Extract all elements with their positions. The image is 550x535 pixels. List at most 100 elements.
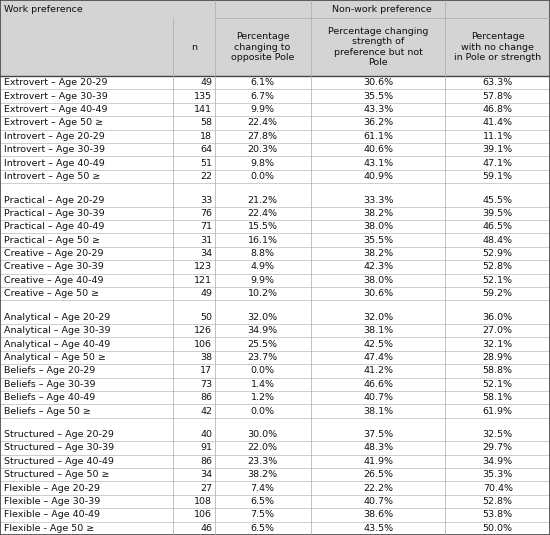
Text: 29.7%: 29.7% — [483, 444, 513, 453]
Text: 32.0%: 32.0% — [363, 313, 393, 322]
Bar — [0, 143, 550, 156]
Text: Creative – Age 40-49: Creative – Age 40-49 — [4, 276, 104, 285]
Text: 38.2%: 38.2% — [363, 209, 393, 218]
Text: 33.3%: 33.3% — [363, 195, 393, 204]
Bar — [0, 103, 550, 116]
Bar — [0, 193, 550, 207]
Text: 23.3%: 23.3% — [248, 457, 278, 466]
Text: Flexible – Age 30-39: Flexible – Age 30-39 — [4, 497, 101, 506]
Text: 51: 51 — [200, 158, 212, 167]
Text: 38.0%: 38.0% — [363, 276, 393, 285]
Text: 41.2%: 41.2% — [363, 366, 393, 376]
Text: 38.6%: 38.6% — [363, 510, 393, 519]
Text: 34.9%: 34.9% — [248, 326, 278, 335]
Text: 58.8%: 58.8% — [483, 366, 513, 376]
Text: 49: 49 — [200, 289, 212, 298]
Bar — [0, 247, 550, 260]
Text: Structured – Age 30-39: Structured – Age 30-39 — [4, 444, 114, 453]
Bar — [0, 311, 550, 324]
Text: 57.8%: 57.8% — [483, 91, 513, 101]
Text: 43.1%: 43.1% — [363, 158, 393, 167]
Text: Beliefs – Age 30-39: Beliefs – Age 30-39 — [4, 380, 96, 389]
Text: 1.4%: 1.4% — [251, 380, 274, 389]
Bar — [0, 89, 550, 103]
Bar — [0, 495, 550, 508]
Text: 39.5%: 39.5% — [483, 209, 513, 218]
Text: 76: 76 — [200, 209, 212, 218]
Bar — [0, 378, 550, 391]
Text: 7.4%: 7.4% — [251, 484, 274, 493]
Text: 40.7%: 40.7% — [363, 393, 393, 402]
Text: 50.0%: 50.0% — [483, 524, 513, 533]
Bar — [0, 338, 550, 351]
Text: 46.8%: 46.8% — [483, 105, 513, 114]
Text: 42.5%: 42.5% — [363, 340, 393, 349]
Text: Structured – Age 20-29: Structured – Age 20-29 — [4, 430, 114, 439]
Text: 9.8%: 9.8% — [251, 158, 274, 167]
Text: 48.4%: 48.4% — [483, 236, 513, 244]
Text: 36.0%: 36.0% — [483, 313, 513, 322]
Text: 31: 31 — [200, 236, 212, 244]
Text: Beliefs – Age 40-49: Beliefs – Age 40-49 — [4, 393, 96, 402]
Text: 52.1%: 52.1% — [483, 380, 513, 389]
Text: Creative – Age 50 ≥: Creative – Age 50 ≥ — [4, 289, 100, 298]
Text: 18: 18 — [200, 132, 212, 141]
Text: 38.0%: 38.0% — [363, 223, 393, 231]
Text: 30.6%: 30.6% — [363, 78, 393, 87]
Text: 61.1%: 61.1% — [363, 132, 393, 141]
Text: 123: 123 — [194, 263, 212, 271]
Text: 6.5%: 6.5% — [251, 524, 274, 533]
Text: 46: 46 — [200, 524, 212, 533]
Text: 6.1%: 6.1% — [251, 78, 274, 87]
Text: 73: 73 — [200, 380, 212, 389]
Text: 35.3%: 35.3% — [483, 470, 513, 479]
Text: Percentage changing
strength of
preference but not
Pole: Percentage changing strength of preferen… — [328, 27, 428, 67]
Text: 9.9%: 9.9% — [251, 105, 274, 114]
Bar — [0, 428, 550, 441]
Text: 47.1%: 47.1% — [483, 158, 513, 167]
Text: Work preference: Work preference — [4, 5, 83, 13]
Text: 91: 91 — [200, 444, 212, 453]
Text: 27.0%: 27.0% — [483, 326, 513, 335]
Text: Analytical – Age 30-39: Analytical – Age 30-39 — [4, 326, 111, 335]
Text: 33: 33 — [200, 195, 212, 204]
Text: 36.2%: 36.2% — [363, 118, 393, 127]
Text: 26.5%: 26.5% — [363, 470, 393, 479]
Text: 32.5%: 32.5% — [483, 430, 513, 439]
Bar — [0, 522, 550, 535]
Bar — [0, 183, 550, 193]
Text: 17: 17 — [200, 366, 212, 376]
Text: 64: 64 — [200, 145, 212, 154]
Text: 22.4%: 22.4% — [248, 209, 278, 218]
Text: Practical – Age 30-39: Practical – Age 30-39 — [4, 209, 105, 218]
Bar — [0, 129, 550, 143]
Bar — [0, 287, 550, 301]
Text: 32.1%: 32.1% — [483, 340, 513, 349]
Text: 121: 121 — [194, 276, 212, 285]
Text: 108: 108 — [194, 497, 212, 506]
Text: Introvert – Age 20-29: Introvert – Age 20-29 — [4, 132, 105, 141]
Bar — [0, 207, 550, 220]
Text: 86: 86 — [200, 457, 212, 466]
Text: 34: 34 — [200, 249, 212, 258]
Text: 106: 106 — [194, 510, 212, 519]
Text: Analytical – Age 40-49: Analytical – Age 40-49 — [4, 340, 111, 349]
Text: 35.5%: 35.5% — [363, 91, 393, 101]
Text: 30.0%: 30.0% — [248, 430, 278, 439]
Text: Introvert – Age 30-39: Introvert – Age 30-39 — [4, 145, 106, 154]
Text: 0.0%: 0.0% — [251, 172, 274, 181]
Text: Extrovert – Age 30-39: Extrovert – Age 30-39 — [4, 91, 108, 101]
Text: Structured – Age 50 ≥: Structured – Age 50 ≥ — [4, 470, 110, 479]
Text: 126: 126 — [194, 326, 212, 335]
Text: 43.5%: 43.5% — [363, 524, 393, 533]
Text: 46.6%: 46.6% — [363, 380, 393, 389]
Text: 86: 86 — [200, 393, 212, 402]
Text: 22.2%: 22.2% — [363, 484, 393, 493]
Bar — [0, 260, 550, 274]
Text: Beliefs – Age 50 ≥: Beliefs – Age 50 ≥ — [4, 407, 91, 416]
Text: 58: 58 — [200, 118, 212, 127]
Bar — [0, 116, 550, 129]
Text: 38.2%: 38.2% — [363, 249, 393, 258]
Text: 135: 135 — [194, 91, 212, 101]
Text: 0.0%: 0.0% — [251, 407, 274, 416]
